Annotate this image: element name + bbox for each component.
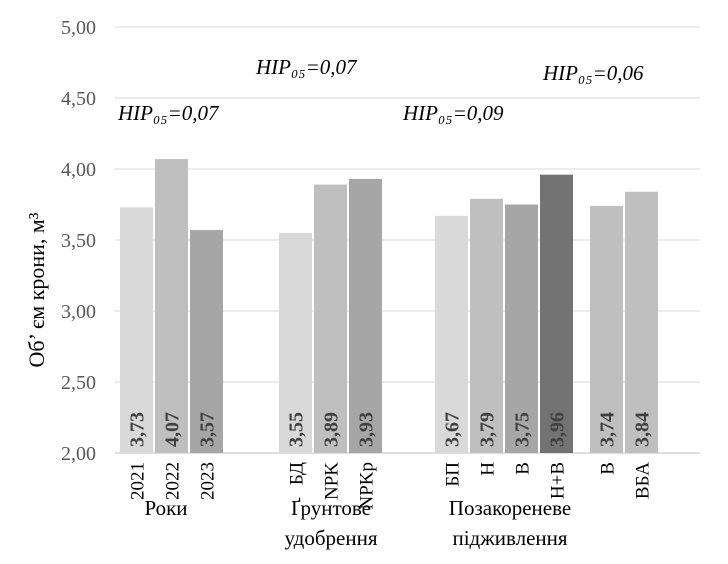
x-category-label: 2023 <box>198 462 219 500</box>
y-tick-label: 3,00 <box>61 301 96 323</box>
group-labels: Роки Ґрунтове удобрення Позакореневе підживл… <box>144 496 571 550</box>
x-category-label: БД <box>287 462 308 485</box>
group-label: Роки <box>144 496 187 520</box>
bar-value-label: 3,89 <box>321 412 343 447</box>
x-category-label: В <box>598 462 619 475</box>
bar <box>314 184 347 453</box>
bar-value-label: 3,55 <box>286 412 308 447</box>
y-tick-label: 2,50 <box>61 372 96 394</box>
bar <box>625 191 658 453</box>
y-tick-label: 2,00 <box>61 443 96 465</box>
x-category-label: Н+В <box>548 462 569 499</box>
x-axis-categories: 2021 2022 2023 БД NPK NPKр БП Н В Н+В В ВБА <box>128 462 654 510</box>
y-axis-ticks: 2,00 2,50 3,00 3,50 4,00 4,50 5,00 <box>61 17 96 465</box>
hir-annotation: HIP₀₅=0,07 <box>117 101 220 125</box>
y-tick-label: 4,00 <box>61 159 96 181</box>
bar-value-label: 3,73 <box>127 412 149 447</box>
group-label: Ґрунтове удобрення <box>284 496 377 550</box>
hir-annotations: HIP₀₅=0,07 HIP₀₅=0,07 HIP₀₅=0,09 HIP₀₅=0,06 <box>117 55 644 125</box>
bar <box>155 159 188 453</box>
y-tick-label: 4,50 <box>61 88 96 110</box>
bar <box>590 205 623 453</box>
bar-value-label: 3,75 <box>512 412 534 447</box>
bar-value-label: 3,93 <box>356 412 378 447</box>
x-category-label: 2021 <box>128 462 149 500</box>
bar <box>540 174 573 453</box>
bar-value-label: 3,74 <box>597 412 619 447</box>
bar-value-label: 3,96 <box>547 412 569 447</box>
x-category-label: NPKр <box>357 462 378 510</box>
x-category-label: ВБА <box>633 462 654 499</box>
bar <box>470 198 503 453</box>
x-category-label: NPK <box>322 462 343 500</box>
bar-value-label: 3,79 <box>477 412 499 447</box>
x-category-label: БП <box>443 462 464 487</box>
bar <box>435 215 468 453</box>
bar <box>349 178 382 453</box>
x-category-label: 2022 <box>163 462 184 500</box>
value-labels: 3,73 4,07 3,57 3,55 3,89 3,93 3,67 3,79 3,75 3,96… <box>127 412 654 447</box>
bar-value-label: 4,07 <box>162 412 184 447</box>
bar-value-label: 3,67 <box>442 412 464 447</box>
y-tick-label: 3,50 <box>61 230 96 252</box>
bars <box>120 159 658 453</box>
group-label: Позакореневе підживлення <box>449 496 571 550</box>
bar-value-label: 3,57 <box>197 412 219 447</box>
x-category-label: В <box>513 462 534 475</box>
bar <box>120 207 153 453</box>
bar <box>505 204 538 453</box>
x-category-label: Н <box>478 462 499 476</box>
hir-annotation: HIP₀₅=0,06 <box>542 61 644 85</box>
hir-annotation: HIP₀₅=0,07 <box>255 55 358 79</box>
hir-annotation: HIP₀₅=0,09 <box>402 101 504 125</box>
y-axis-label: Об’ єм крони, м³ <box>24 212 49 367</box>
y-tick-label: 5,00 <box>61 17 96 39</box>
bar-value-label: 3,84 <box>632 412 654 447</box>
bar <box>190 230 223 453</box>
bar <box>279 232 312 453</box>
